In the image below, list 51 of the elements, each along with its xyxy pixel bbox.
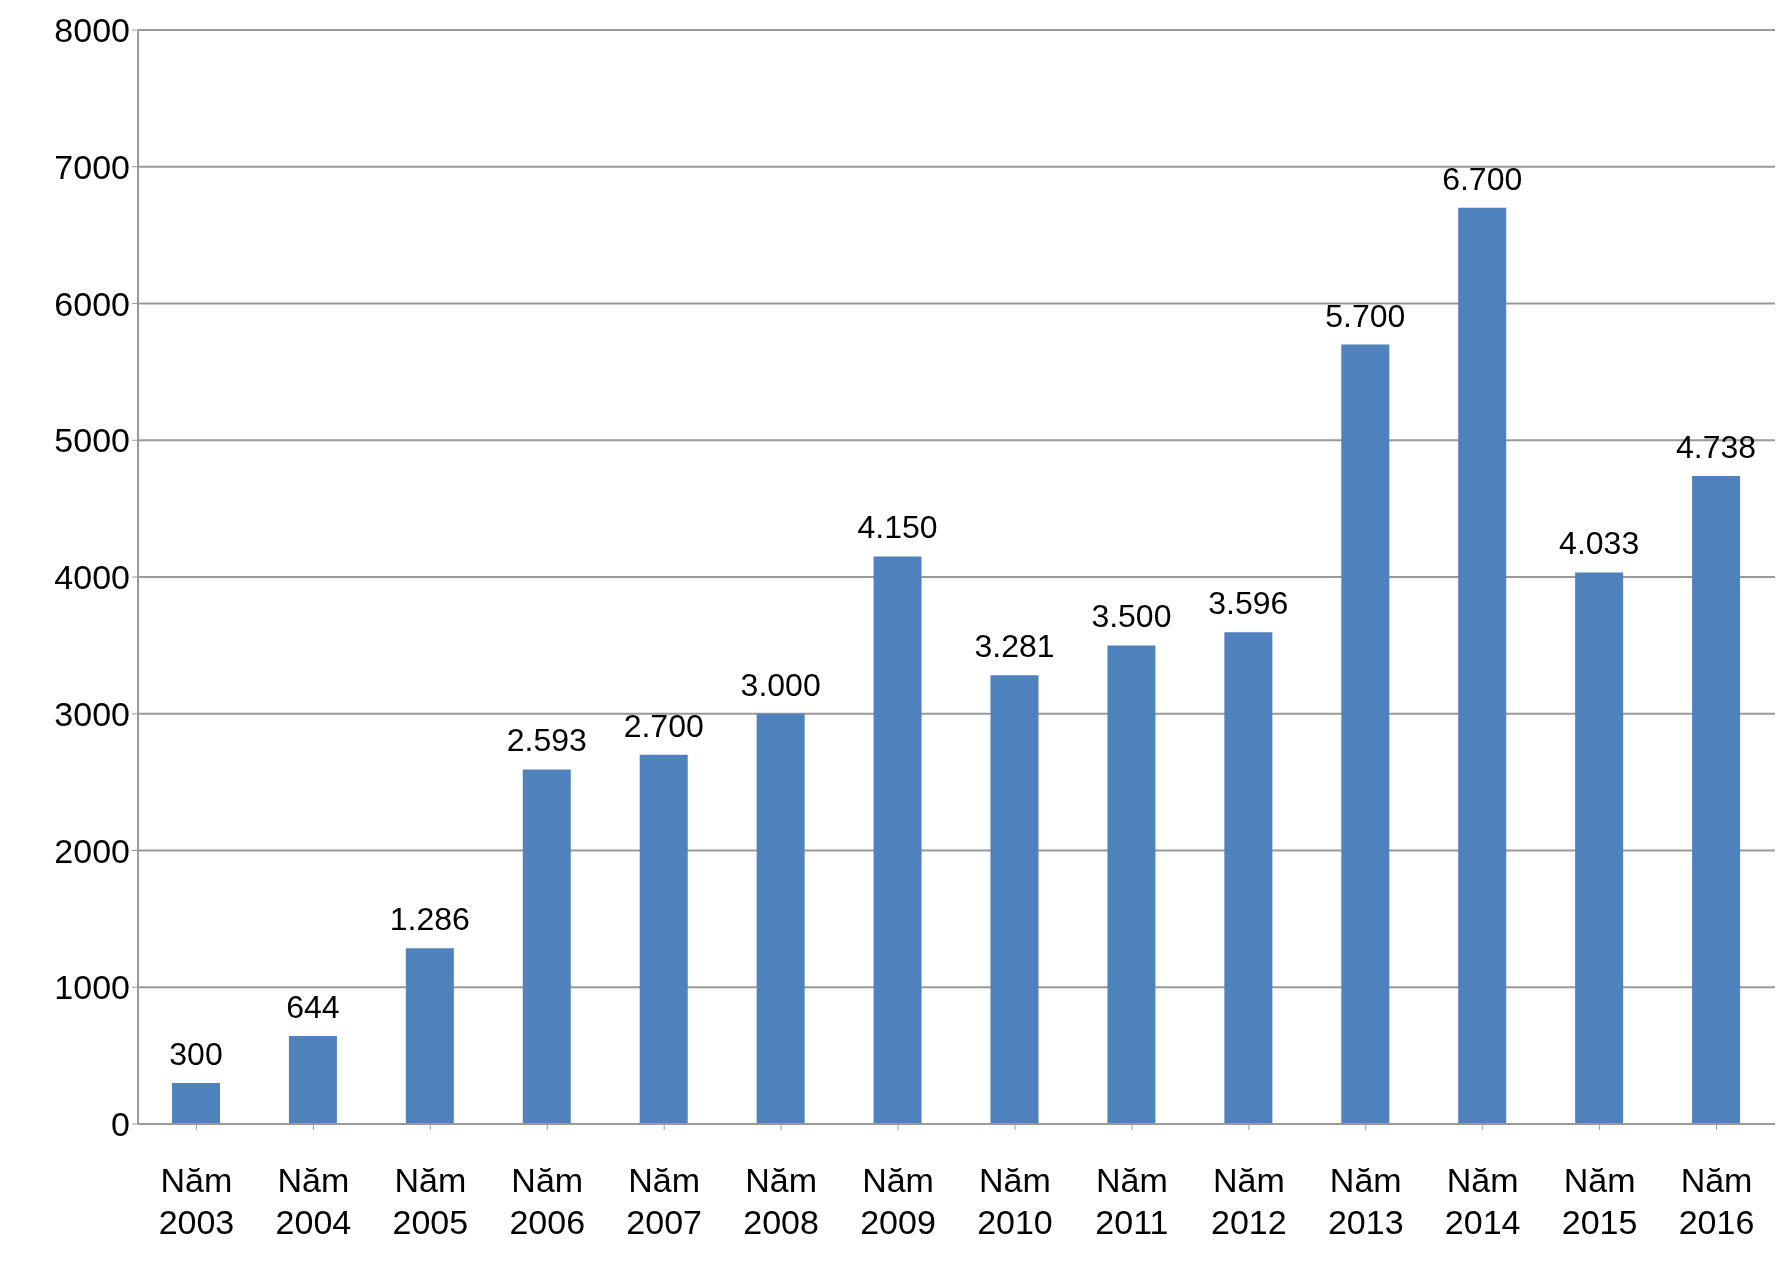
- bar: [756, 713, 805, 1124]
- y-tick-label: 8000: [54, 11, 130, 50]
- y-tick-label: 0: [111, 1105, 130, 1144]
- bar: [873, 556, 922, 1124]
- bar: [522, 769, 571, 1124]
- x-tick-label: Năm 2008: [743, 1161, 819, 1241]
- x-tick-label: Năm 2015: [1561, 1161, 1638, 1241]
- y-tick-label: 4000: [54, 558, 130, 597]
- x-tick-label: Năm 2012: [1211, 1161, 1287, 1241]
- y-tick-label: 1000: [54, 968, 130, 1007]
- bar: [1341, 344, 1390, 1124]
- bar: [1575, 572, 1624, 1124]
- bar: [1224, 632, 1273, 1124]
- data-label: 5.700: [1325, 297, 1406, 334]
- data-label: 2.700: [623, 707, 704, 744]
- x-tick-label: Năm 2014: [1444, 1161, 1521, 1241]
- data-label: 3.000: [740, 666, 821, 703]
- data-label: 4.150: [857, 509, 938, 546]
- data-label: 3.596: [1208, 585, 1289, 622]
- x-tick-label: Năm 2005: [392, 1161, 469, 1241]
- x-tick-label: Năm 2009: [860, 1161, 936, 1241]
- y-tick-label: 3000: [54, 694, 130, 733]
- bar: [405, 948, 454, 1124]
- y-tick-label: 7000: [54, 147, 130, 186]
- y-tick-label: 2000: [54, 831, 130, 870]
- bar: [639, 754, 688, 1124]
- x-tick-label: Năm 2010: [977, 1161, 1053, 1241]
- data-label: 2.593: [506, 722, 587, 759]
- x-tick-label: Năm 2006: [509, 1161, 586, 1241]
- data-label: 1.286: [389, 901, 470, 938]
- data-label: 4.738: [1676, 429, 1757, 466]
- bar: [172, 1082, 220, 1124]
- data-label: 300: [169, 1035, 223, 1072]
- bar: [1107, 645, 1156, 1124]
- bar: [1692, 476, 1741, 1124]
- bar: [1458, 207, 1507, 1124]
- x-tick-label: Năm 2007: [626, 1161, 702, 1241]
- y-tick-label: 6000: [54, 284, 130, 323]
- x-tick-label: Năm 2016: [1678, 1161, 1755, 1241]
- data-label: 3.281: [974, 628, 1055, 665]
- data-label: 6.700: [1442, 160, 1523, 197]
- x-tick-label: Năm 2011: [1095, 1161, 1169, 1241]
- x-tick-label: Năm 2004: [275, 1161, 352, 1241]
- x-tick-label: Năm 2013: [1327, 1161, 1404, 1241]
- y-tick-label: 5000: [54, 421, 130, 460]
- data-label: 644: [286, 988, 340, 1025]
- bar: [288, 1035, 337, 1124]
- bar: [990, 675, 1039, 1124]
- data-label: 3.500: [1091, 598, 1172, 635]
- data-label: 4.033: [1559, 525, 1640, 562]
- x-tick-label: Năm 2003: [158, 1161, 235, 1241]
